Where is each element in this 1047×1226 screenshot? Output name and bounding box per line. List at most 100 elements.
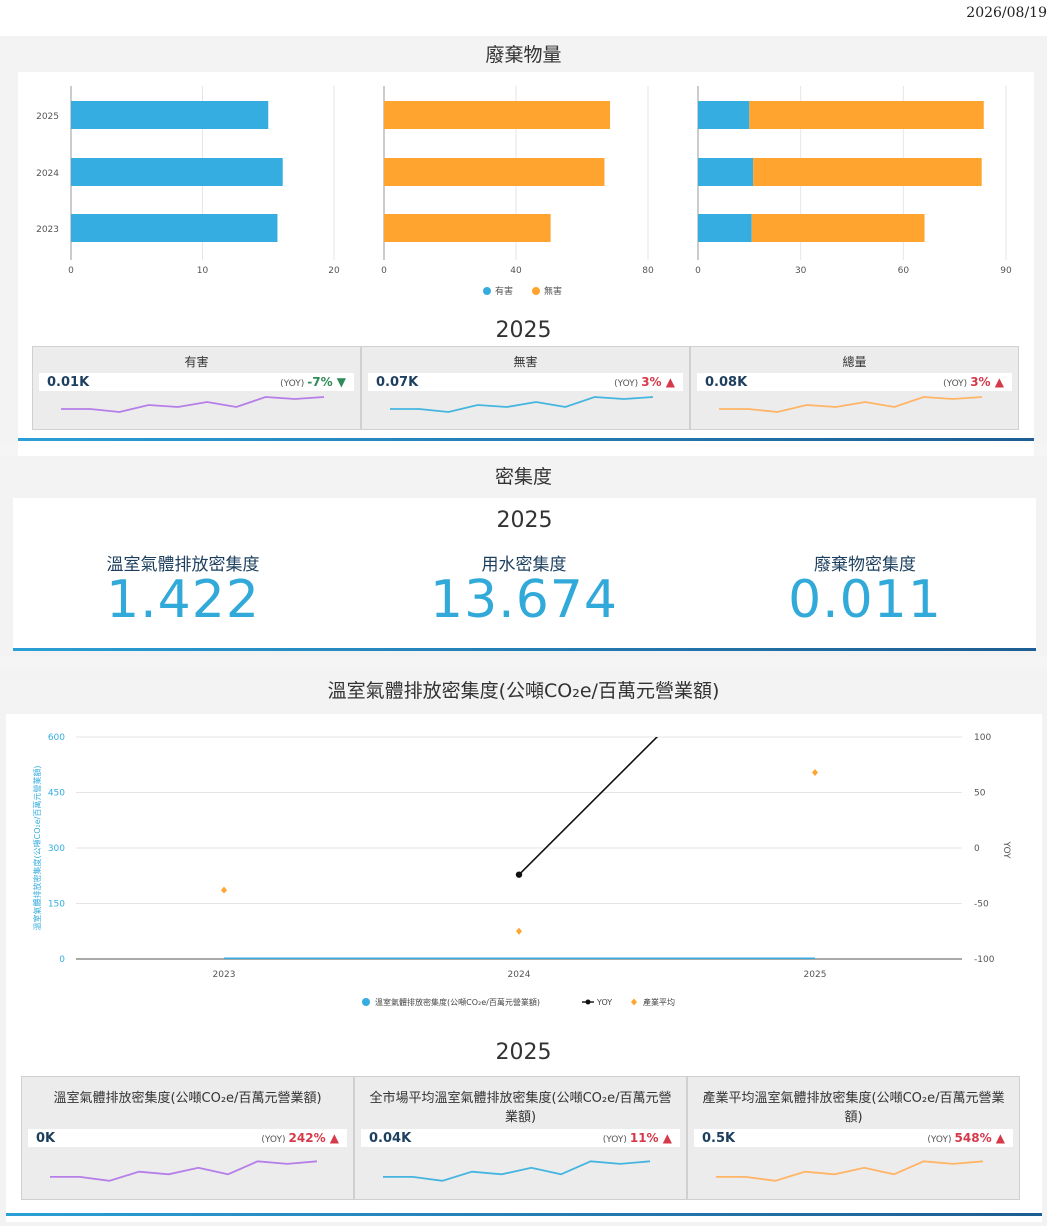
kpi-card-value-row: 0.07K (YOY) 3% ▲ xyxy=(368,373,683,391)
kpi-value: 0.07K xyxy=(376,375,419,390)
waste-tick-label: 40 xyxy=(510,266,522,276)
ghg-y-axis-title: 溫室氣體排放密集度(公噸CO₂e/百萬元營業額) xyxy=(32,766,42,931)
sparkline-path xyxy=(383,1160,651,1182)
kpi-yoy-value: 3% xyxy=(641,375,666,389)
intensity-divider xyxy=(13,648,1036,651)
waste-bar xyxy=(753,158,982,186)
ghg-x-tick-label: 2024 xyxy=(508,970,531,980)
kpi-value: 0K xyxy=(36,1131,56,1146)
kpi-card-title: 總量 xyxy=(842,355,867,369)
kpi-yoy-label: (YOY) xyxy=(261,1135,286,1145)
triangle-up-icon: ▲ xyxy=(329,1131,339,1145)
waste-category-label: 2023 xyxy=(36,225,59,235)
intensity-year: 2025 xyxy=(496,508,553,533)
kpi-card-title: 溫室氣體排放密集度(公噸CO₂e/百萬元營業額) xyxy=(53,1091,322,1106)
kpi-value: 0.01K xyxy=(47,375,90,390)
kpi-yoy-value: 3% xyxy=(970,375,995,389)
waste-bar xyxy=(384,158,605,186)
waste-bar xyxy=(384,101,611,129)
waste-tick-label: 0 xyxy=(68,266,74,276)
kpi-value: 0.5K xyxy=(702,1131,736,1146)
kpi-card-title: 全市場平均溫室氣體排放密集度(公噸CO₂e/百萬元營業額) xyxy=(369,1091,672,1125)
kpi-card-value-row: 0.04K (YOY) 11% ▲ xyxy=(361,1129,680,1147)
kpi-sparkline xyxy=(719,396,983,413)
kpi-yoy: (YOY) -7% ▼ xyxy=(280,375,346,389)
ghg-intensity-label: 溫室氣體排放密集度 xyxy=(106,555,260,575)
waste-legend-label: 有害 xyxy=(495,285,513,297)
report-date: 2026/08/19 xyxy=(966,5,1047,21)
intensity-title: 密集度 xyxy=(494,466,552,488)
sparkline-path xyxy=(61,396,325,413)
ghg-year: 2025 xyxy=(495,1040,552,1065)
ghg-left-tick-label: 300 xyxy=(48,844,65,854)
waste-title: 廢棄物量 xyxy=(485,44,562,66)
kpi-yoy: (YOY) 11% ▲ xyxy=(603,1131,672,1145)
waste-tick-label: 60 xyxy=(898,266,910,276)
kpi-yoy: (YOY) 548% ▲ xyxy=(927,1131,1005,1145)
waste-year: 2025 xyxy=(495,318,552,343)
legend-dot-icon xyxy=(483,287,491,295)
kpi-card-value-row: 0.08K (YOY) 3% ▲ xyxy=(697,373,1012,391)
kpi-sparkline xyxy=(390,396,654,413)
ghg-divider xyxy=(6,1213,1042,1216)
ghg-right-tick-label: -50 xyxy=(974,900,989,910)
ghg-x-tick-label: 2025 xyxy=(804,970,827,980)
kpi-card: 全市場平均溫室氣體排放密集度(公噸CO₂e/百萬元營業額) 0.04K (YOY) 1… xyxy=(354,1076,687,1200)
ghg-legend-label: 溫室氣體排放密集度(公噸CO₂e/百萬元營業額) xyxy=(375,997,540,1007)
waste-tick-label: 90 xyxy=(1000,266,1012,276)
waste-tick-label: 0 xyxy=(695,266,701,276)
kpi-card-value-row: 0.01K (YOY) -7% ▼ xyxy=(39,373,354,391)
kpi-yoy-label: (YOY) xyxy=(614,379,639,389)
waste-intensity-label: 廢棄物密集度 xyxy=(814,555,916,575)
ghg-y2-axis-title: YOY xyxy=(1001,840,1011,859)
kpi-card-value-row: 0.5K (YOY) 548% ▲ xyxy=(694,1129,1013,1147)
kpi-value: 0.04K xyxy=(369,1131,412,1146)
kpi-card-value-row: 0K (YOY) 242% ▲ xyxy=(28,1129,347,1147)
ghg-legend-label: 產業平均 xyxy=(643,997,675,1007)
ghg-right-tick-label: 0 xyxy=(974,844,980,854)
legend-dot-icon xyxy=(532,287,540,295)
kpi-card: 溫室氣體排放密集度(公噸CO₂e/百萬元營業額) 0K (YOY) 242% ▲ xyxy=(21,1076,354,1200)
ghg-title: 溫室氣體排放密集度(公噸CO₂e/百萬元營業額) xyxy=(327,680,720,702)
ghg-right-tick-label: -100 xyxy=(974,955,995,965)
yoy-line xyxy=(518,737,659,876)
waste-bar xyxy=(698,214,752,242)
ghg-left-tick-label: 450 xyxy=(48,789,65,799)
ghg-line-chart: 0 150 300 450 600 -100 -50 0 50 100 2023 2024 2025 溫室… xyxy=(32,733,1011,1007)
kpi-card-title: 有害 xyxy=(184,355,209,369)
waste-bar xyxy=(751,214,925,242)
waste-bar xyxy=(384,214,551,242)
kpi-yoy-label: (YOY) xyxy=(943,379,968,389)
kpi-yoy-value: 548% xyxy=(954,1131,996,1145)
waste-bar xyxy=(71,214,278,242)
sparkline-path xyxy=(390,396,654,413)
ghg-left-tick-label: 150 xyxy=(48,900,65,910)
waste-bar xyxy=(749,101,984,129)
industry-average-point xyxy=(221,886,227,894)
kpi-yoy: (YOY) 242% ▲ xyxy=(261,1131,339,1145)
water-intensity-value: 13.674 xyxy=(430,570,618,630)
waste-bar-charts: 2025 2024 2023 0 10 20 0 40 80 0 30 60 90 有害 無害 xyxy=(36,86,1012,297)
kpi-sparkline xyxy=(61,396,325,413)
kpi-sparkline xyxy=(50,1160,318,1182)
waste-tick-label: 80 xyxy=(642,266,654,276)
kpi-yoy-label: (YOY) xyxy=(927,1135,952,1145)
triangle-down-icon: ▼ xyxy=(336,375,346,389)
ghg-intensity-value: 1.422 xyxy=(106,570,260,630)
waste-bar xyxy=(71,158,283,186)
kpi-yoy: (YOY) 3% ▲ xyxy=(614,375,675,389)
waste-tick-label: 10 xyxy=(197,266,209,276)
sparkline-path xyxy=(716,1160,984,1182)
ghg-left-tick-label: 0 xyxy=(59,955,65,965)
kpi-yoy-value: 242% xyxy=(288,1131,330,1145)
ghg-plot-area xyxy=(221,737,818,959)
waste-category-label: 2025 xyxy=(36,112,59,122)
intensity-panel: 2025 溫室氣體排放密集度 1.422 用水密集度 13.674 廢棄物密集度… xyxy=(13,498,1036,650)
kpi-value: 0.08K xyxy=(705,375,748,390)
kpi-card: 無害 0.07K (YOY) 3% ▲ xyxy=(361,346,690,430)
ghg-right-tick-label: 50 xyxy=(974,789,986,799)
kpi-sparkline xyxy=(383,1160,651,1182)
kpi-card: 總量 0.08K (YOY) 3% ▲ xyxy=(690,346,1019,430)
legend-dot-icon xyxy=(585,999,591,1005)
kpi-yoy: (YOY) 3% ▲ xyxy=(943,375,1004,389)
